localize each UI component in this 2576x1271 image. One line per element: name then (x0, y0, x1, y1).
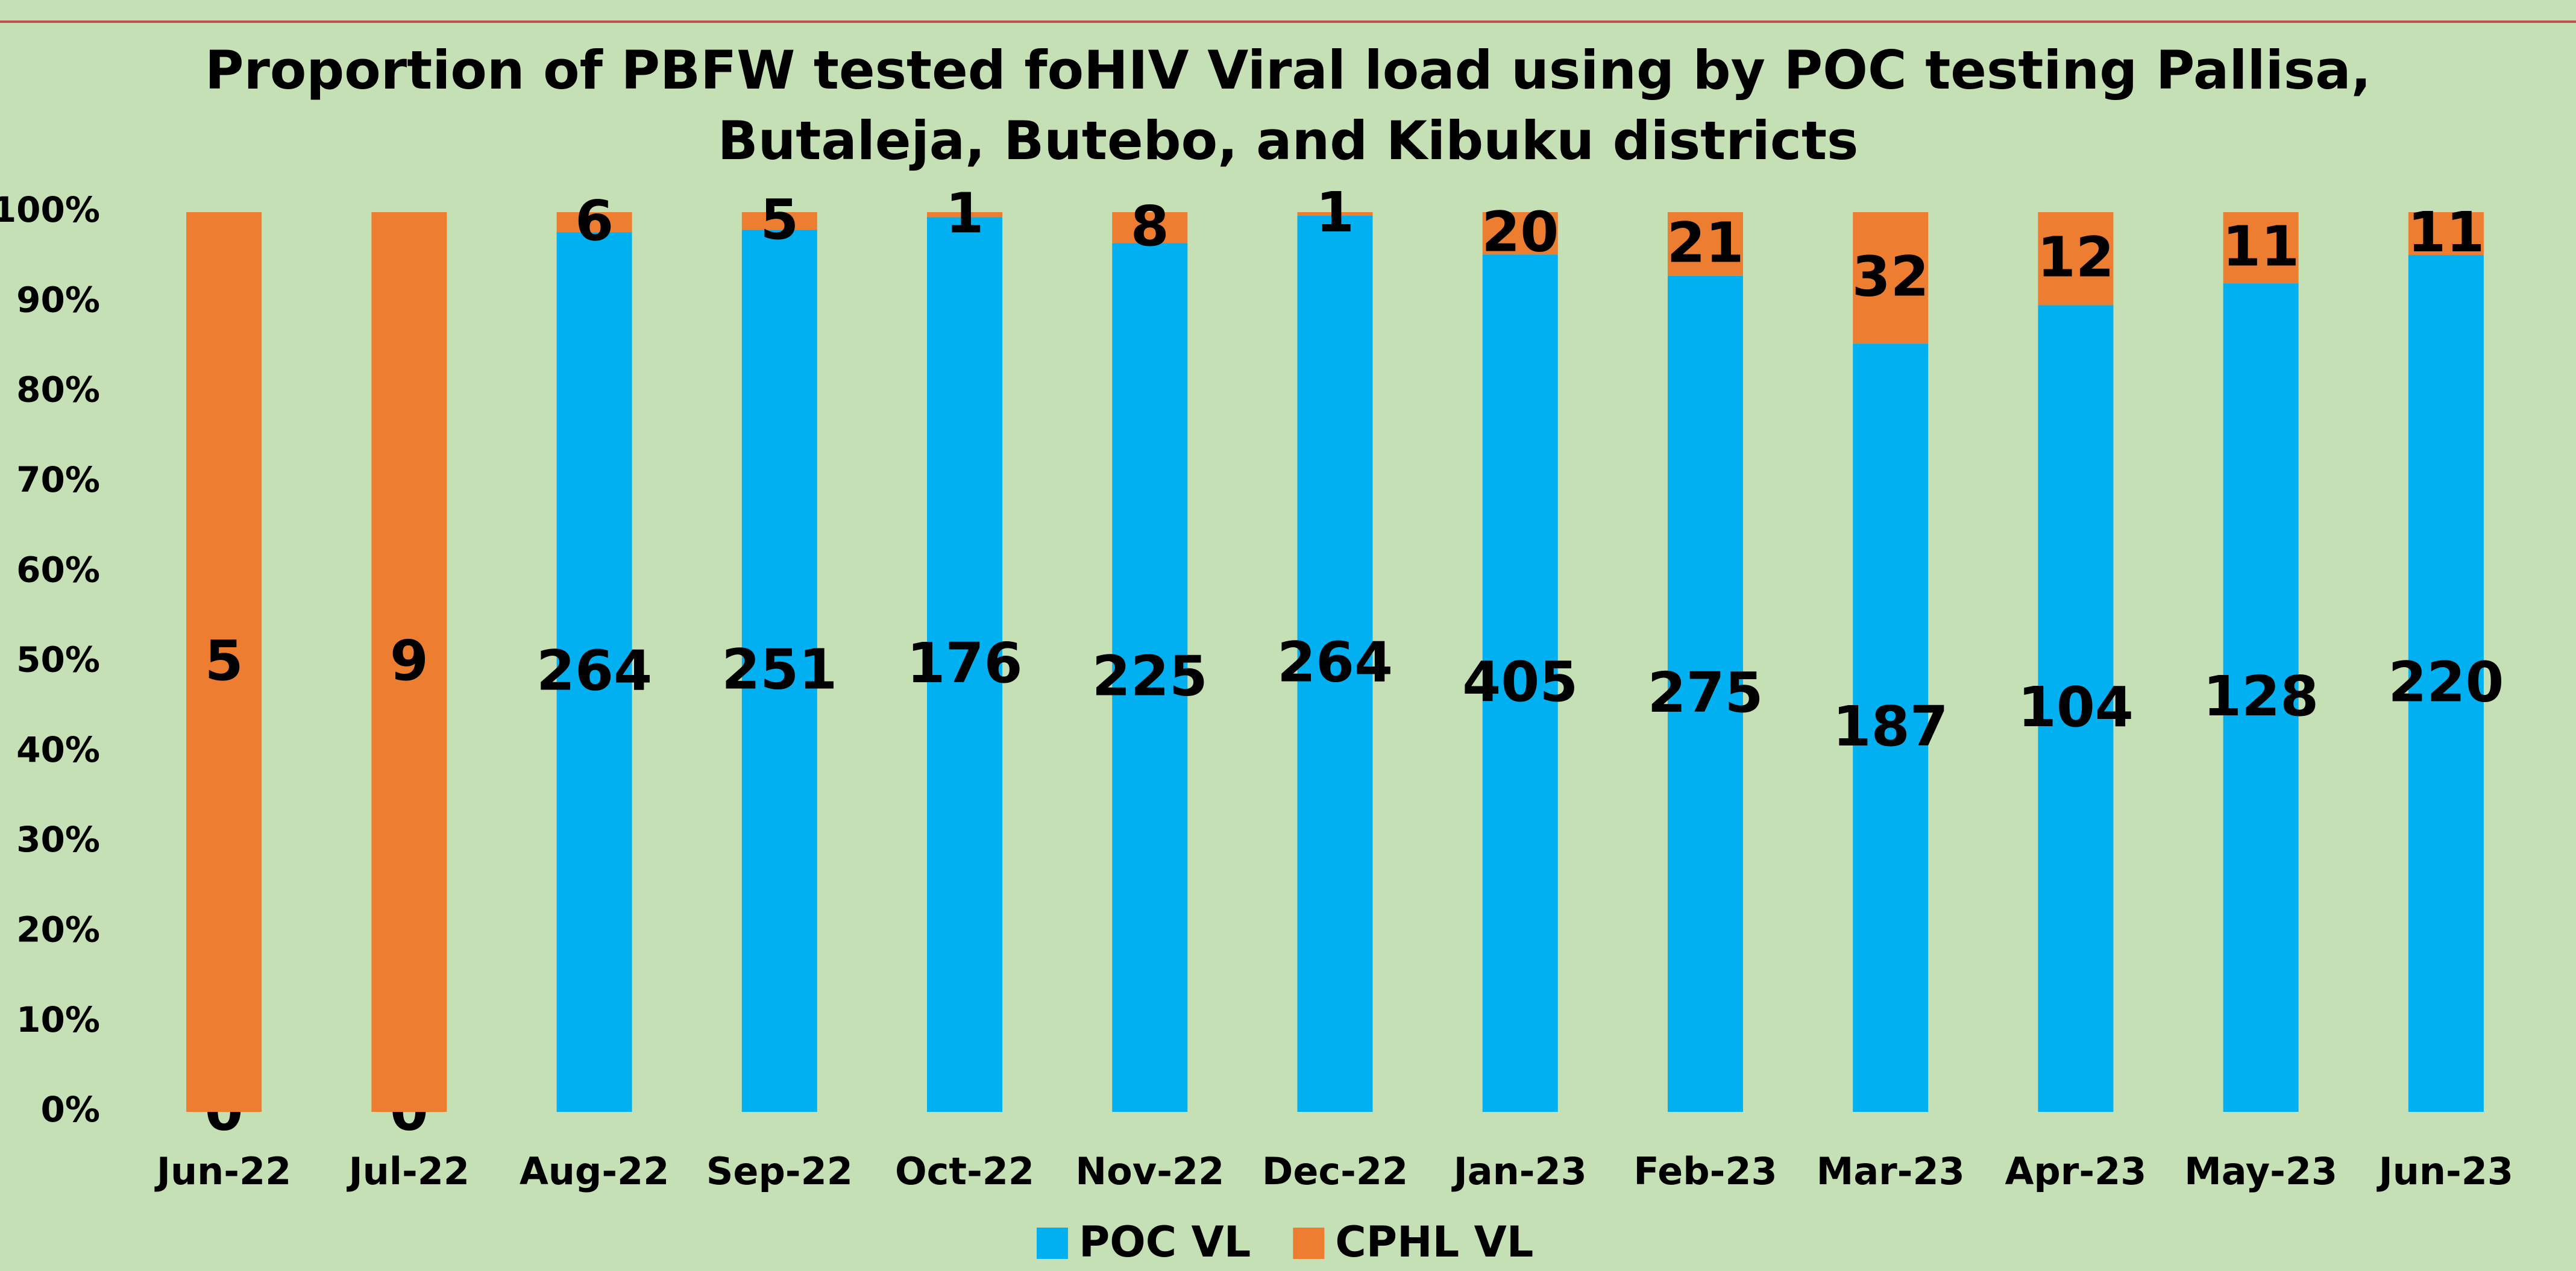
y-tick-label: 0% (41, 1089, 100, 1130)
legend-label: POC VL (1079, 1217, 1251, 1267)
data-label: 405 (1462, 650, 1578, 714)
y-tick-label: 10% (16, 999, 100, 1040)
bar-segment (1112, 243, 1188, 1112)
y-tick-label: 60% (16, 549, 100, 590)
data-label: 104 (2018, 675, 2134, 739)
legend-swatch (1037, 1228, 1068, 1259)
data-label: 225 (1092, 644, 1208, 709)
data-label: 5 (760, 187, 799, 252)
y-tick-label: 80% (16, 369, 100, 410)
bar-segment (1853, 212, 1929, 344)
data-label: 6 (575, 189, 614, 253)
data-label: 20 (1481, 200, 1559, 265)
x-tick-label: Apr-23 (2005, 1149, 2146, 1193)
data-label: 11 (2407, 200, 2484, 265)
bar-segment (741, 230, 817, 1112)
x-tick-label: Aug-22 (520, 1149, 670, 1193)
bar-segment (1482, 212, 1558, 255)
bar-segment (2408, 255, 2484, 1113)
data-label: 176 (907, 631, 1023, 695)
x-tick-label: Oct-22 (895, 1149, 1034, 1193)
bar-segment (1853, 344, 1929, 1112)
data-label: 264 (1277, 630, 1393, 695)
bar-segment (556, 232, 632, 1113)
y-tick-label: 40% (16, 729, 100, 770)
bar-segment (2408, 212, 2484, 256)
x-tick-label: Nov-22 (1075, 1149, 1224, 1193)
data-label: 5 (205, 629, 243, 693)
data-label: 21 (1667, 210, 1744, 275)
bar-segment (927, 217, 1003, 1112)
bar-segment (2038, 212, 2114, 306)
data-label: 32 (1852, 244, 1929, 309)
x-tick-label: Jun-22 (154, 1149, 291, 1193)
data-label: 220 (2388, 650, 2504, 714)
bar-segment (371, 212, 447, 1112)
bar-segment (741, 212, 817, 230)
legend-swatch (1293, 1228, 1325, 1259)
data-label: 11 (2222, 214, 2299, 278)
y-tick-label: 90% (16, 279, 100, 320)
x-tick-label: Jun-23 (2377, 1149, 2513, 1193)
y-tick-label: 30% (16, 819, 100, 860)
bar-segment (1297, 212, 1373, 216)
data-label: 1 (1316, 180, 1354, 245)
data-label: 12 (2037, 225, 2114, 290)
legend-label: CPHL VL (1335, 1217, 1533, 1267)
x-tick-label: Jul-22 (347, 1149, 470, 1193)
data-label: 187 (1833, 694, 1949, 759)
bar-segment (1112, 212, 1188, 243)
x-tick-label: Feb-23 (1633, 1149, 1777, 1193)
data-label: 9 (390, 629, 429, 693)
y-tick-label: 20% (16, 909, 100, 950)
data-label: 128 (2203, 664, 2319, 729)
bar-segment (1297, 215, 1373, 1112)
data-label: 8 (1131, 194, 1169, 259)
y-tick-label: 70% (16, 459, 100, 500)
data-label: 264 (536, 638, 652, 703)
data-label: 1 (946, 181, 984, 246)
bar-segment (2223, 283, 2299, 1112)
x-tick-label: May-23 (2184, 1149, 2337, 1193)
chart-title: Proportion of PBFW tested foHIV Viral lo… (205, 39, 2371, 101)
y-tick-label: 50% (16, 639, 100, 680)
bar-segment (1667, 212, 1743, 276)
x-tick-label: Mar-23 (1817, 1149, 1965, 1193)
bar-segment (186, 212, 262, 1112)
chart-title: Butaleja, Butebo, and Kibuku districts (718, 110, 1859, 172)
data-label: 251 (721, 637, 837, 701)
bar-segment (556, 212, 632, 233)
x-tick-label: Jan-23 (1451, 1149, 1587, 1193)
bar-segment (2223, 212, 2299, 284)
x-tick-label: Dec-22 (1262, 1149, 1408, 1193)
bar-segment (1482, 254, 1558, 1113)
y-tick-label: 100% (0, 189, 100, 230)
data-label: 275 (1647, 661, 1763, 725)
bar-segment (2038, 305, 2114, 1113)
bar-segment (927, 212, 1003, 218)
bar-segment (1667, 275, 1743, 1112)
x-tick-label: Sep-22 (706, 1149, 853, 1193)
